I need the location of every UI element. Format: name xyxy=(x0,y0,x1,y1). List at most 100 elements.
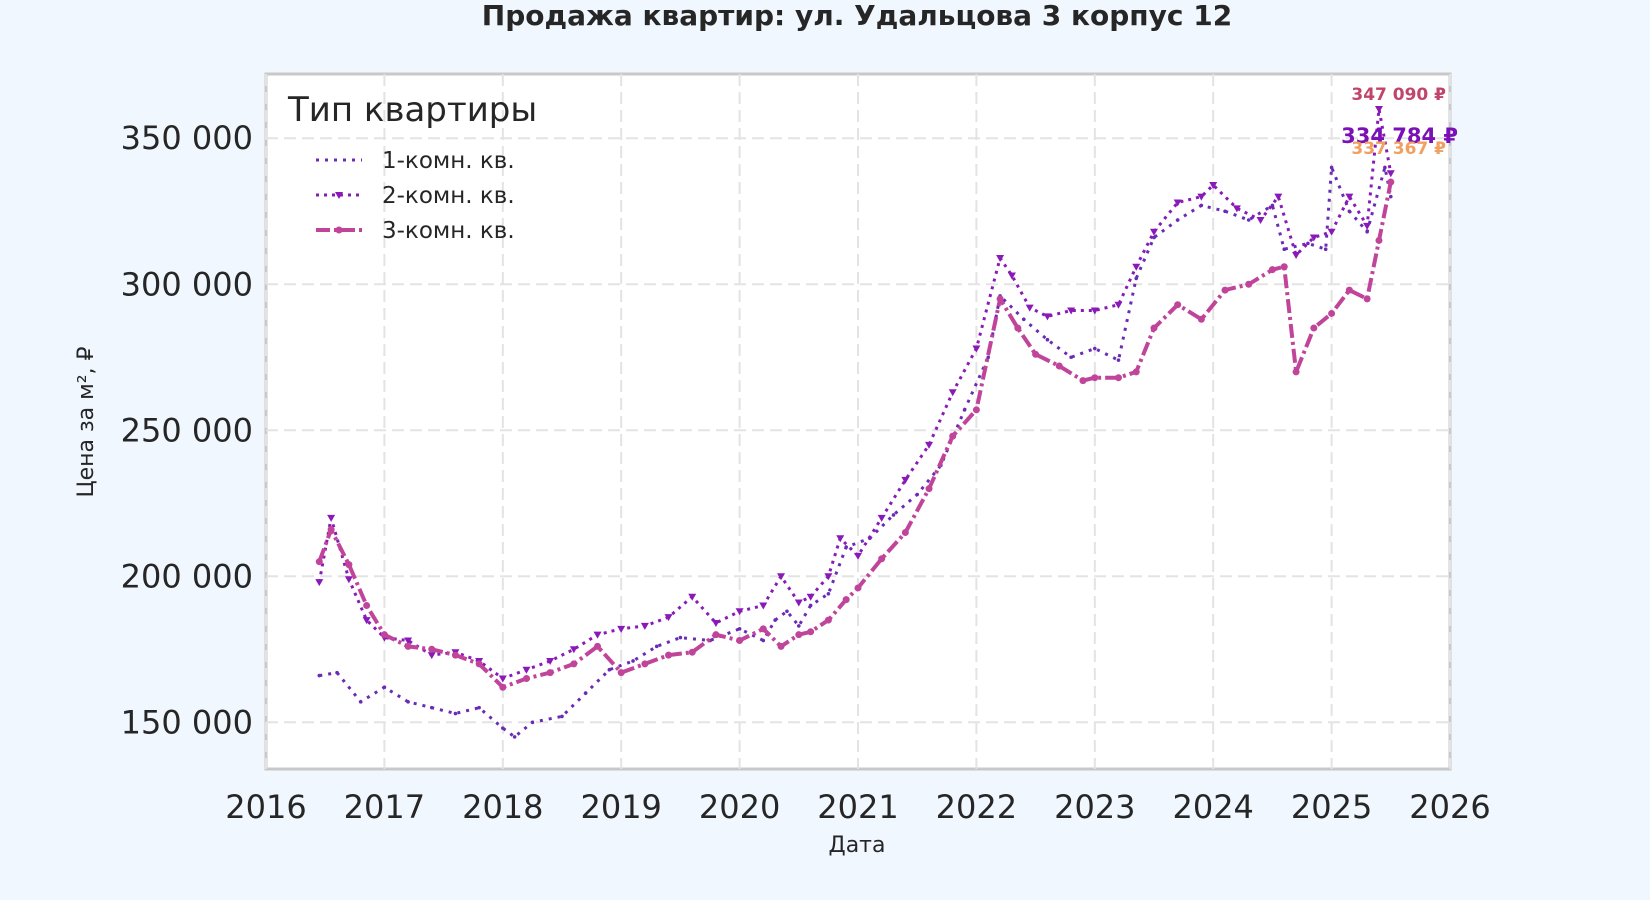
x-tick-label: 2026 xyxy=(1409,788,1490,826)
data-point xyxy=(949,432,957,440)
data-point xyxy=(761,638,766,643)
y-tick-label: 300 000 xyxy=(121,265,253,303)
data-point xyxy=(607,667,612,672)
data-point xyxy=(327,514,336,522)
data-point xyxy=(428,645,436,653)
data-point xyxy=(807,628,815,636)
data-point xyxy=(1365,229,1369,234)
data-point xyxy=(345,561,353,569)
x-tick-label: 2025 xyxy=(1291,788,1372,826)
data-point xyxy=(688,648,696,656)
data-point xyxy=(1375,236,1383,244)
data-point xyxy=(736,637,744,645)
data-point xyxy=(315,558,323,566)
data-point xyxy=(522,674,530,682)
data-point xyxy=(404,642,412,650)
data-point xyxy=(986,355,991,360)
y-axis-ticks: 150 000 200 000 250 000 300 000 350 000 xyxy=(121,119,253,741)
data-point xyxy=(1387,178,1395,186)
data-point xyxy=(925,485,933,493)
last-value-label: 347 090 ₽ xyxy=(1351,85,1446,105)
data-point xyxy=(569,646,578,654)
data-point xyxy=(795,631,803,639)
legend-marker xyxy=(335,226,343,234)
data-point xyxy=(1067,307,1076,315)
y-tick-label: 150 000 xyxy=(121,703,253,741)
series-3 xyxy=(315,178,1395,691)
data-point xyxy=(1345,193,1354,201)
data-point xyxy=(877,514,886,522)
data-point xyxy=(1173,199,1182,207)
data-point xyxy=(1021,317,1026,322)
data-point xyxy=(344,576,353,584)
x-tick-label: 2018 xyxy=(462,788,543,826)
data-point xyxy=(854,584,862,592)
data-point xyxy=(560,714,564,719)
legend-title: Тип квартиры xyxy=(287,90,537,130)
data-point xyxy=(1055,362,1063,370)
data-point xyxy=(915,492,919,497)
data-point xyxy=(1268,266,1276,274)
y-axis-label: Цена за м², ₽ xyxy=(74,346,99,497)
data-point xyxy=(1327,228,1336,236)
data-point xyxy=(1197,315,1205,323)
data-point xyxy=(996,254,1005,262)
x-tick-label: 2023 xyxy=(1054,788,1135,826)
data-point xyxy=(617,625,626,633)
data-point xyxy=(546,657,555,665)
data-point xyxy=(1328,309,1336,317)
data-point xyxy=(1389,194,1393,199)
data-point xyxy=(808,603,813,608)
data-point xyxy=(1292,368,1300,376)
x-tick-label: 2017 xyxy=(344,788,425,826)
data-point xyxy=(1310,324,1318,332)
last-value-label: 337 367 ₽ xyxy=(1351,139,1446,159)
data-point xyxy=(1374,106,1383,114)
data-point xyxy=(1043,313,1052,321)
data-point xyxy=(1174,301,1182,309)
data-point xyxy=(451,651,459,659)
data-point xyxy=(759,625,767,633)
data-point xyxy=(427,652,436,660)
data-point xyxy=(327,526,335,534)
data-point xyxy=(1323,247,1328,252)
data-point xyxy=(530,720,535,725)
data-point xyxy=(996,295,1004,303)
last-value-label: 334 784 ₽ xyxy=(1341,124,1458,148)
series-line xyxy=(317,181,1393,690)
data-point xyxy=(1199,203,1204,208)
legend-label: 3-комн. кв. xyxy=(382,218,515,244)
data-point xyxy=(1132,263,1141,271)
data-point xyxy=(453,711,458,716)
data-point xyxy=(380,631,388,639)
data-point xyxy=(777,642,785,650)
data-point xyxy=(1221,286,1229,294)
legend-label: 1-комн. кв. xyxy=(382,148,515,174)
data-point xyxy=(688,593,697,601)
data-point xyxy=(654,644,659,649)
data-point xyxy=(1114,301,1123,309)
data-point xyxy=(972,406,980,414)
series-layer xyxy=(315,106,1395,739)
data-point xyxy=(406,700,410,704)
data-point xyxy=(773,618,777,622)
data-point xyxy=(1093,346,1097,351)
data-point xyxy=(617,669,625,677)
data-point xyxy=(1282,247,1287,252)
data-point xyxy=(1280,263,1288,271)
data-point xyxy=(358,700,363,704)
data-point xyxy=(824,573,833,581)
data-point xyxy=(1025,304,1034,312)
data-point xyxy=(317,673,322,678)
x-tick-label: 2019 xyxy=(580,788,661,826)
data-point xyxy=(1032,350,1040,358)
data-point xyxy=(678,635,683,640)
x-axis-ticks: 2016 2017 2018 2019 2020 2021 2022 2023 2024 2025… xyxy=(225,788,1490,826)
grid xyxy=(265,74,1451,769)
data-point xyxy=(1232,205,1241,213)
x-tick-label: 2016 xyxy=(225,788,306,826)
legend: Тип квартиры 1-комн. кв. 2-комн. кв. 3-ком… xyxy=(287,90,537,244)
data-point xyxy=(1292,252,1301,260)
data-point xyxy=(665,651,673,659)
data-point xyxy=(664,614,673,622)
